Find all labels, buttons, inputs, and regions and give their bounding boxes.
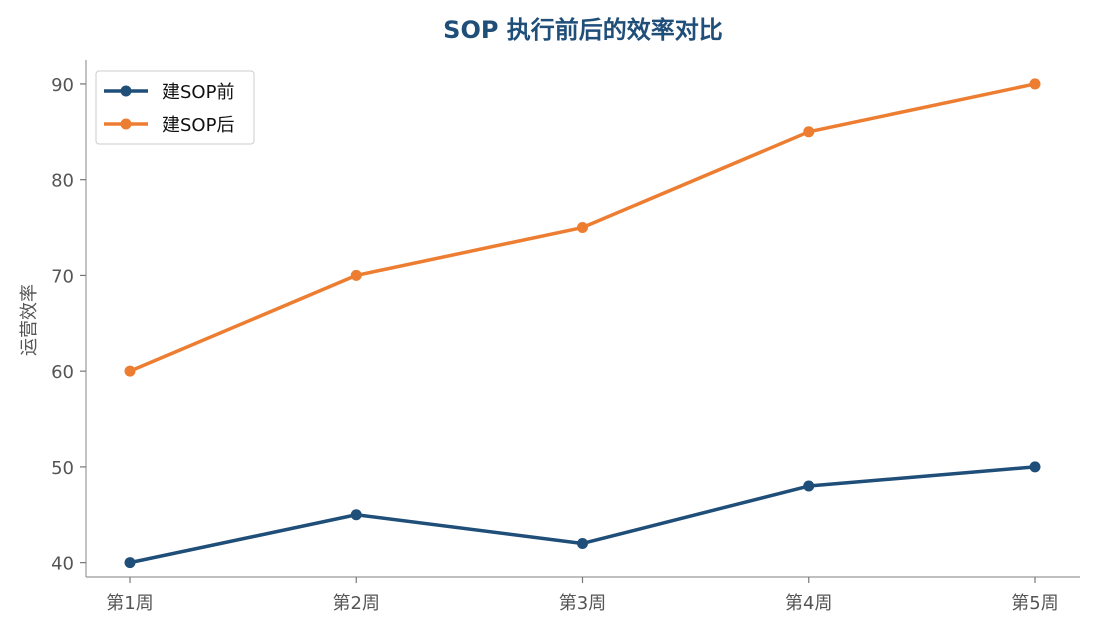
data-point	[577, 537, 588, 549]
y-tick-label: 60	[51, 362, 74, 383]
x-tick-label: 第2周	[333, 593, 380, 614]
legend-label: 建SOP前	[162, 82, 234, 103]
data-point	[124, 365, 136, 377]
data-point	[1029, 78, 1041, 90]
series-layer	[124, 78, 1041, 569]
x-tick-label: 第3周	[559, 593, 606, 614]
y-axis-ticks: 40 50 60 70 80 90	[51, 75, 86, 575]
y-tick-label: 80	[51, 171, 74, 192]
y-tick-label: 50	[51, 458, 74, 479]
legend-swatch-marker	[120, 118, 132, 130]
x-axis-ticks: 第1周 第2周 第3周 第4周 第5周	[106, 577, 1059, 614]
y-tick-label: 70	[51, 266, 74, 287]
y-tick-label: 40	[51, 554, 74, 575]
x-tick-label: 第5周	[1011, 593, 1058, 614]
chart-title: SOP 执行前后的效率对比	[443, 16, 723, 44]
data-point	[350, 269, 362, 281]
x-tick-label: 第4周	[785, 593, 832, 614]
legend-swatch-marker	[120, 85, 132, 97]
y-tick-label: 90	[51, 75, 74, 96]
data-point	[577, 222, 588, 234]
data-point	[124, 557, 136, 569]
series-1	[124, 461, 1041, 569]
series-2	[124, 78, 1041, 377]
data-point	[350, 509, 362, 521]
data-point	[1029, 461, 1041, 473]
data-point	[803, 126, 815, 138]
data-point	[803, 480, 815, 492]
x-tick-label: 第1周	[106, 593, 153, 614]
legend-label: 建SOP后	[162, 115, 234, 136]
y-axis-label: 运营效率	[19, 284, 40, 356]
